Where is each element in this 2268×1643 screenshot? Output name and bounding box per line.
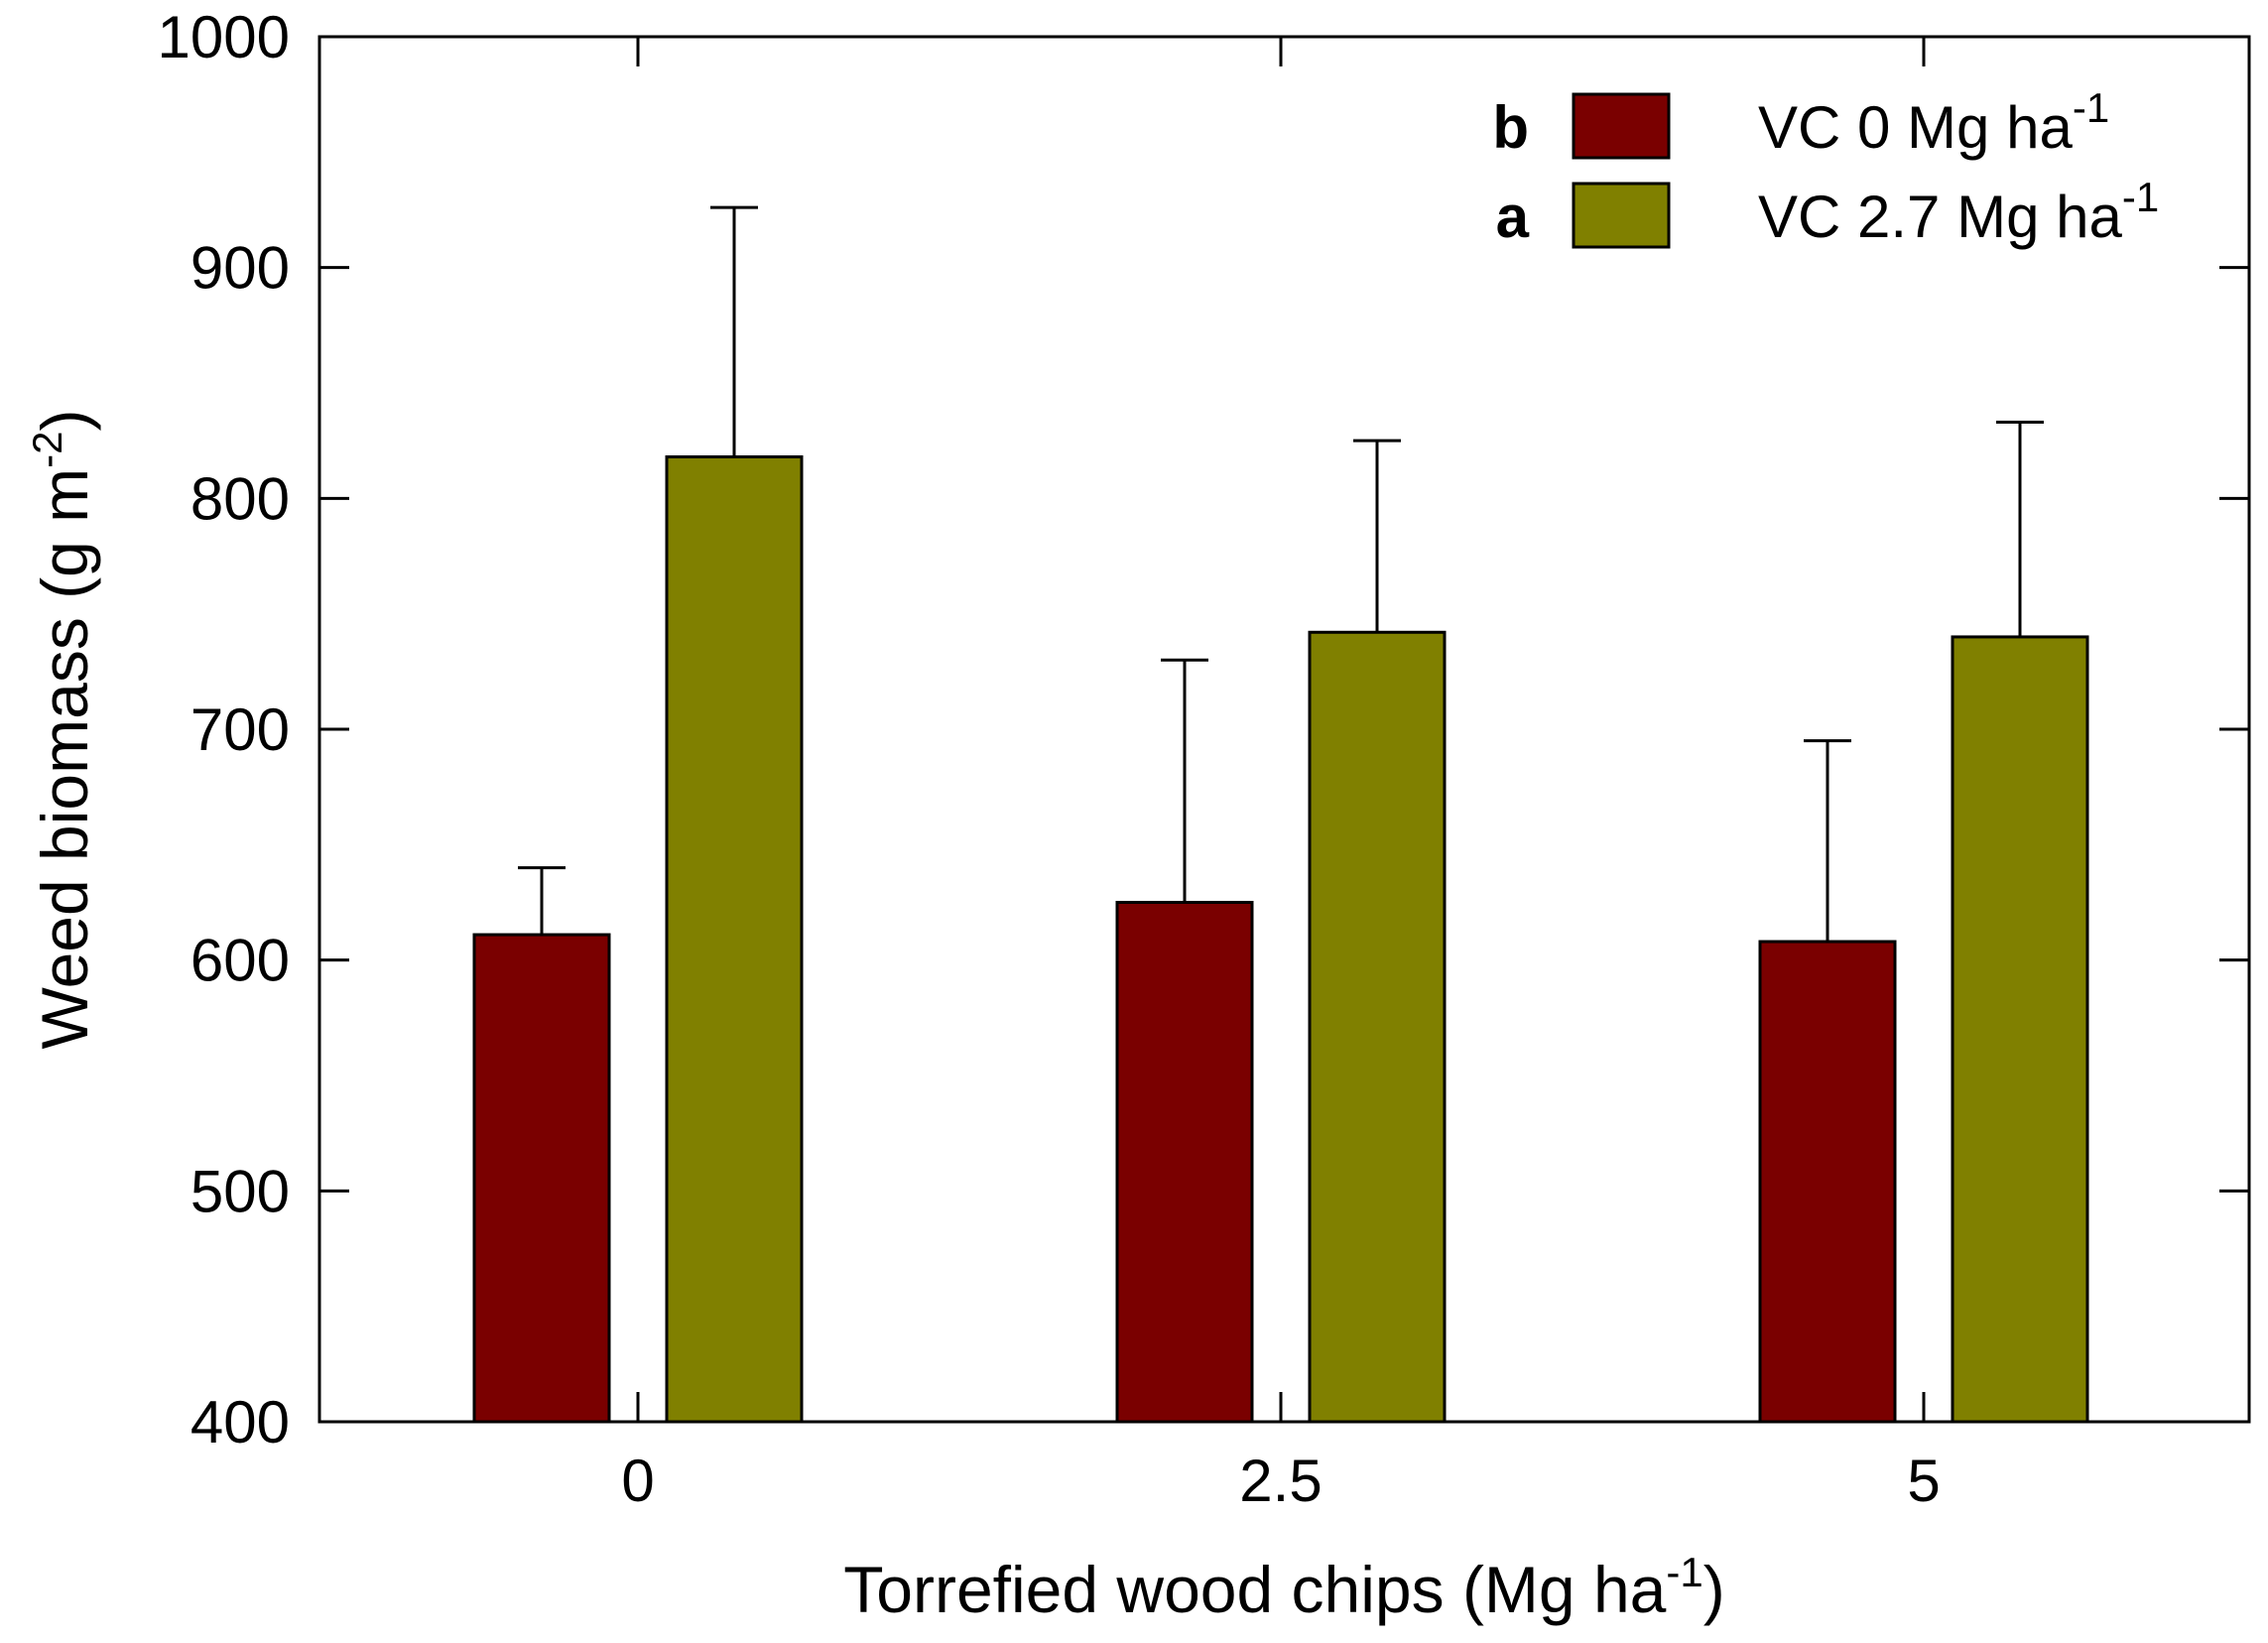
x-tick-label: 5 (1907, 1448, 1940, 1514)
bar-vc0-5 (1758, 940, 1897, 1424)
legend-letter-a: a (1496, 184, 1530, 250)
bar-vc27-0 (665, 454, 804, 1424)
y-axis-title-main: Weed biomass (g m (28, 468, 101, 1050)
y-tick-label: 900 (190, 235, 290, 302)
y-axis-title-sup: -2 (24, 431, 70, 467)
y-axis-title-end: ) (28, 410, 101, 432)
bar-vc0-0 (472, 933, 611, 1424)
y-tick-label: 1000 (158, 4, 290, 70)
bar-vc27-2.5 (1308, 630, 1447, 1424)
y-axis-title: Weed biomass (g m-2) (24, 410, 101, 1050)
bars-layer (472, 454, 2089, 1424)
y-tick-label: 600 (190, 928, 290, 994)
legend-letter-b: b (1492, 94, 1529, 161)
bar-vc0-2.5 (1115, 901, 1254, 1424)
legend-swatch (1572, 92, 1671, 160)
legend: b VC 0 Mg ha-1 a VC 2.7 Mg ha-1 (1492, 84, 2159, 250)
legend-label: VC 0 Mg ha-1 (1758, 84, 2109, 161)
legend-label: VC 2.7 Mg ha-1 (1758, 174, 2159, 250)
y-tick-label: 400 (190, 1389, 290, 1455)
bar-vc27-5 (1951, 635, 2089, 1424)
error-bars-layer (518, 205, 2044, 943)
legend-swatch (1572, 182, 1671, 249)
x-tick-label: 2.5 (1239, 1448, 1322, 1514)
x-tick-label: 0 (621, 1448, 654, 1514)
y-tick-label: 500 (190, 1158, 290, 1224)
y-tick-label: 800 (190, 465, 290, 532)
x-axis-title-main: Torrefied wood chips (Mg ha (843, 1553, 1666, 1626)
x-axis-title-sup: -1 (1666, 1549, 1702, 1595)
x-axis-title-end: ) (1703, 1553, 1725, 1626)
ticks-layer: 400 500 600 700 800 900 1000 0 2.5 5 (158, 4, 2249, 1514)
x-axis-title: Torrefied wood chips (Mg ha-1) (843, 1549, 1724, 1626)
y-tick-label: 700 (190, 696, 290, 763)
